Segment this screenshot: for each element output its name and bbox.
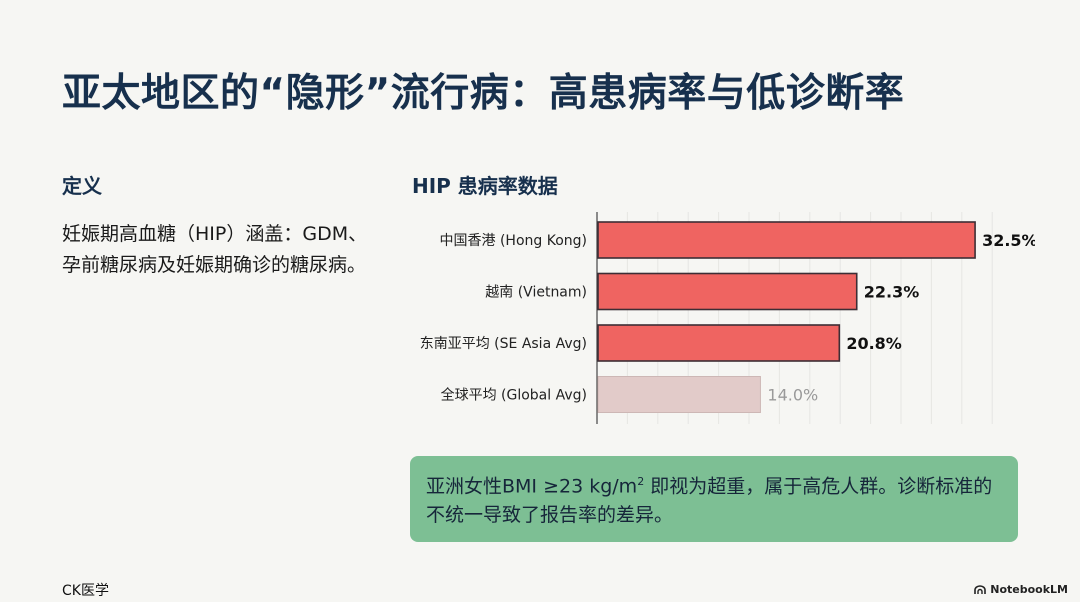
bar bbox=[597, 324, 841, 362]
prevalence-bar-chart: 中国香港 (Hong Kong) 32.5% 越南 (Vietnam) 22.3% 东南… bbox=[395, 208, 1035, 426]
note-text-start: 亚洲女性BMI ≥23 kg/m bbox=[426, 475, 638, 498]
category-label: 东南亚平均 (SE Asia Avg) bbox=[420, 336, 587, 352]
note-superscript: 2 bbox=[637, 475, 645, 488]
slide-title: 亚太地区的“隐形”流行病：高患病率与低诊断率 bbox=[62, 71, 905, 116]
category-label: 全球平均 (Global Avg) bbox=[441, 387, 587, 404]
value-label: 22.3% bbox=[864, 283, 920, 302]
bar bbox=[597, 221, 976, 259]
footer-brand: NotebookLM bbox=[974, 583, 1068, 596]
note-box: 亚洲女性BMI ≥23 kg/m2 即视为超重，属于高危人群。诊断标准的不统一导… bbox=[410, 456, 1018, 542]
brand-name: NotebookLM bbox=[990, 583, 1068, 596]
note-text-end: 即视为超重，属于高危人群。诊断标准的不统一导致了报告率的差异。 bbox=[426, 475, 993, 527]
value-label: 32.5% bbox=[982, 231, 1035, 250]
value-label: 14.0% bbox=[767, 386, 818, 405]
category-label: 越南 (Vietnam) bbox=[485, 285, 587, 301]
chart-title: HIP 患病率数据 bbox=[412, 174, 558, 198]
bar bbox=[597, 272, 858, 311]
bar bbox=[597, 376, 761, 413]
definition-text: 妊娠期高血糖（HIP）涵盖：GDM、孕前糖尿病及妊娠期确诊的糖尿病。 bbox=[62, 223, 368, 276]
value-label: 20.8% bbox=[846, 334, 902, 353]
definition-heading: 定义 bbox=[62, 174, 102, 198]
category-label: 中国香港 (Hong Kong) bbox=[440, 233, 588, 249]
footer-source: CK医学 bbox=[62, 583, 109, 599]
notebooklm-logo-icon bbox=[974, 584, 987, 594]
